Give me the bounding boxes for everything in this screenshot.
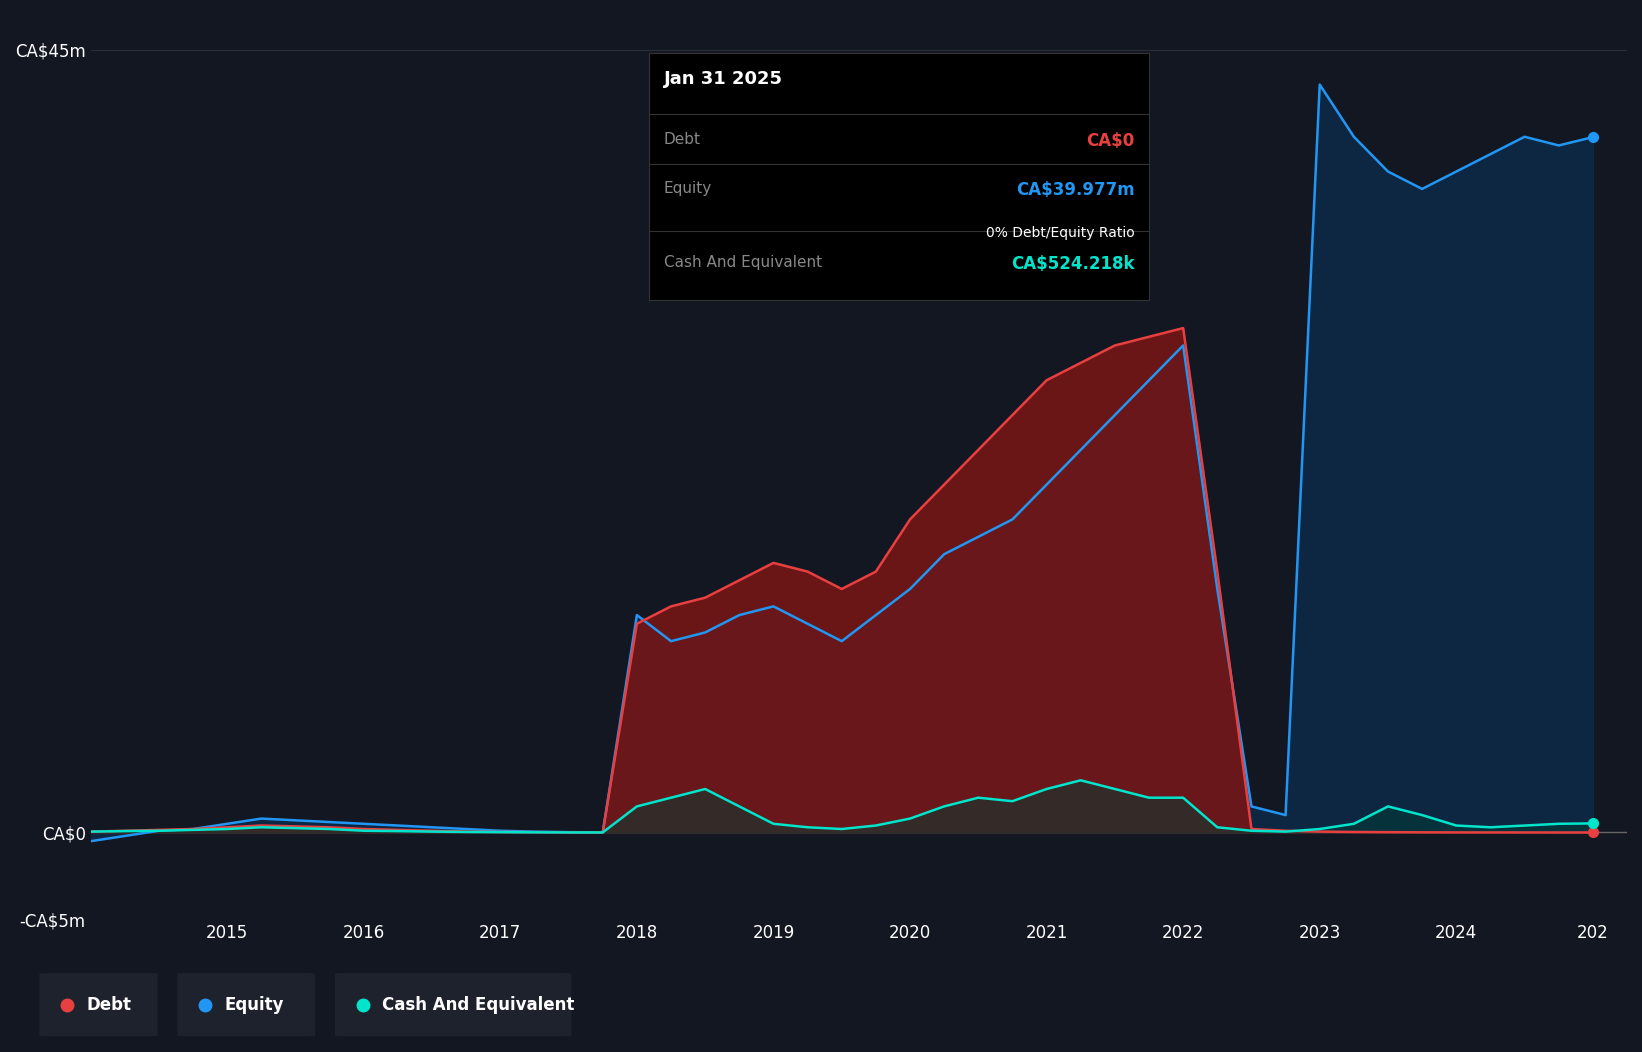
Text: CA$524.218k: CA$524.218k [1011,256,1135,274]
Text: Equity: Equity [663,181,713,196]
Text: Cash And Equivalent: Cash And Equivalent [663,256,821,270]
Text: CA$0: CA$0 [1085,132,1135,149]
Text: 0% Debt/Equity Ratio: 0% Debt/Equity Ratio [985,226,1135,240]
Text: Cash And Equivalent: Cash And Equivalent [383,995,575,1014]
FancyBboxPatch shape [39,973,158,1036]
Text: CA$39.977m: CA$39.977m [1016,181,1135,199]
Text: Jan 31 2025: Jan 31 2025 [663,69,783,88]
FancyBboxPatch shape [335,973,571,1036]
Text: Debt: Debt [87,995,131,1014]
Text: Equity: Equity [225,995,284,1014]
FancyBboxPatch shape [177,973,315,1036]
Text: Debt: Debt [663,132,701,146]
